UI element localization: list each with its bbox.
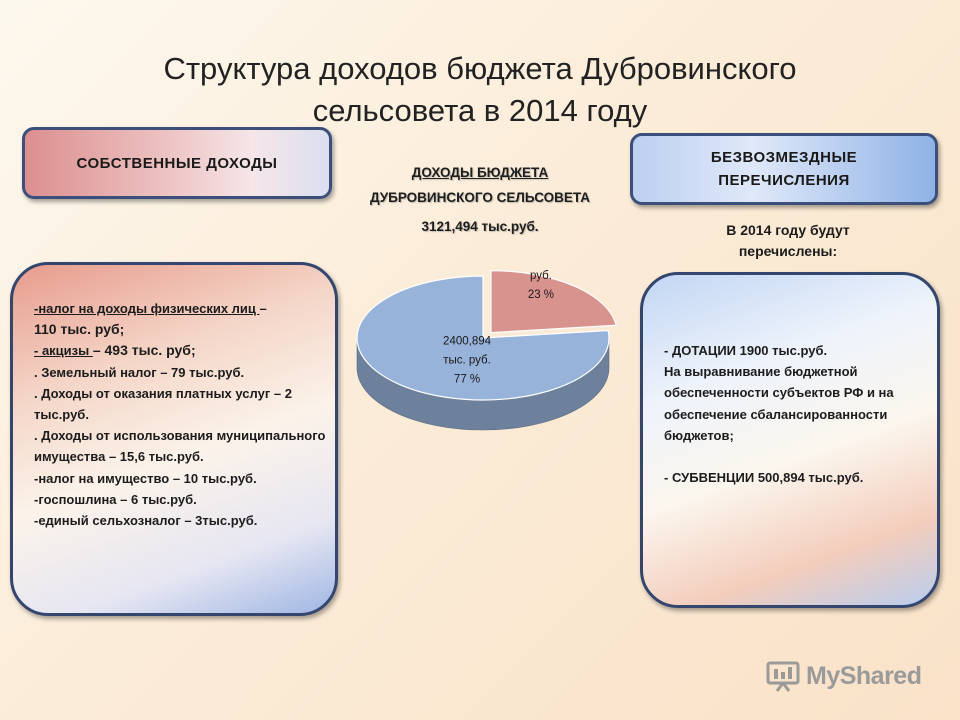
list-item-text: - акцизы: [34, 343, 93, 359]
transfers-header-line-2: ПЕРЕЧИСЛЕНИЯ: [718, 172, 850, 189]
list-item-text: 110 тыс. руб;: [34, 321, 125, 338]
list-item-text: -налог на доходы физических лиц: [34, 301, 260, 316]
own-revenue-header-label: СОБСТВЕННЫЕ ДОХОДЫ: [76, 154, 278, 172]
transfers-intro: В 2014 году будут перечислены:: [660, 220, 916, 262]
list-item: -налог на доходы физических лиц – 110 ты…: [34, 298, 326, 340]
own-revenue-list: -налог на доходы физических лиц – 110 ты…: [34, 298, 326, 531]
watermark-text: MyShared: [806, 661, 922, 690]
list-item: -налог на имущество – 10 тыс.руб.: [34, 470, 257, 486]
chart-heading-line-2: ДУБРОВИНСКОГО СЕЛЬСОВЕТА: [369, 190, 591, 205]
own-revenue-box: [10, 262, 338, 616]
list-item: . Земельный налог – 79 тыс.руб.: [34, 364, 245, 380]
list-item: -госпошлина – 6 тыс.руб.: [34, 491, 197, 507]
list-item: - ДОТАЦИИ 1900 тыс.руб.: [664, 343, 828, 358]
transfers-list: - ДОТАЦИИ 1900 тыс.руб. На выравнивание …: [664, 340, 926, 488]
chart-total: 3121,494 тыс.руб.: [421, 219, 539, 234]
transfers-intro-line-2: перечислены:: [738, 243, 838, 259]
list-item: . Доходы от оказания платных услуг – 2 т…: [34, 385, 292, 423]
list-item: На выравнивание бюджетной обеспеченности…: [664, 364, 894, 443]
watermark: MyShared: [766, 656, 936, 696]
list-item: - акцизы – 493 тыс. руб;: [34, 340, 326, 361]
spacer: [664, 446, 926, 467]
title-line-2: сельсовета в 2014 году: [312, 93, 648, 128]
pie-slice-1: [356, 275, 610, 401]
transfers-header: БЕЗВОЗМЕЗДНЫЕ ПЕРЕЧИСЛЕНИЯ: [630, 133, 938, 205]
presentation-icon: [766, 661, 800, 692]
list-item-text: – 493 тыс. руб;: [92, 342, 196, 359]
chart-heading: ДОХОДЫ БЮДЖЕТА ДУБРОВИНСКОГО СЕЛЬСОВЕТА …: [330, 160, 630, 239]
list-item-text: –: [259, 301, 267, 316]
list-item: . Доходы от использования муниципального…: [34, 428, 326, 465]
pie-slice-label-0: 720,6 тыс.руб.23 %: [514, 270, 568, 301]
transfers-intro-line-1: В 2014 году будут: [726, 222, 850, 238]
slide-title: Структура доходов бюджета Дубровинского …: [80, 48, 880, 132]
transfers-box: [640, 272, 940, 608]
own-revenue-header: СОБСТВЕННЫЕ ДОХОДЫ: [22, 127, 332, 199]
list-item: -единый сельхозналог – 3тыс.руб.: [34, 513, 258, 529]
pie-slice-0: [490, 270, 617, 334]
chart-heading-line-1: ДОХОДЫ БЮДЖЕТА: [411, 165, 549, 180]
title-line-1: Структура доходов бюджета Дубровинского: [163, 51, 797, 86]
list-item: - СУБВЕНЦИИ 500,894 тыс.руб.: [664, 470, 864, 486]
transfers-header-line-1: БЕЗВОЗМЕЗДНЫЕ: [710, 149, 858, 166]
pie-slice-label-1: 2400,894 тыс. руб. 77 %: [443, 336, 492, 386]
